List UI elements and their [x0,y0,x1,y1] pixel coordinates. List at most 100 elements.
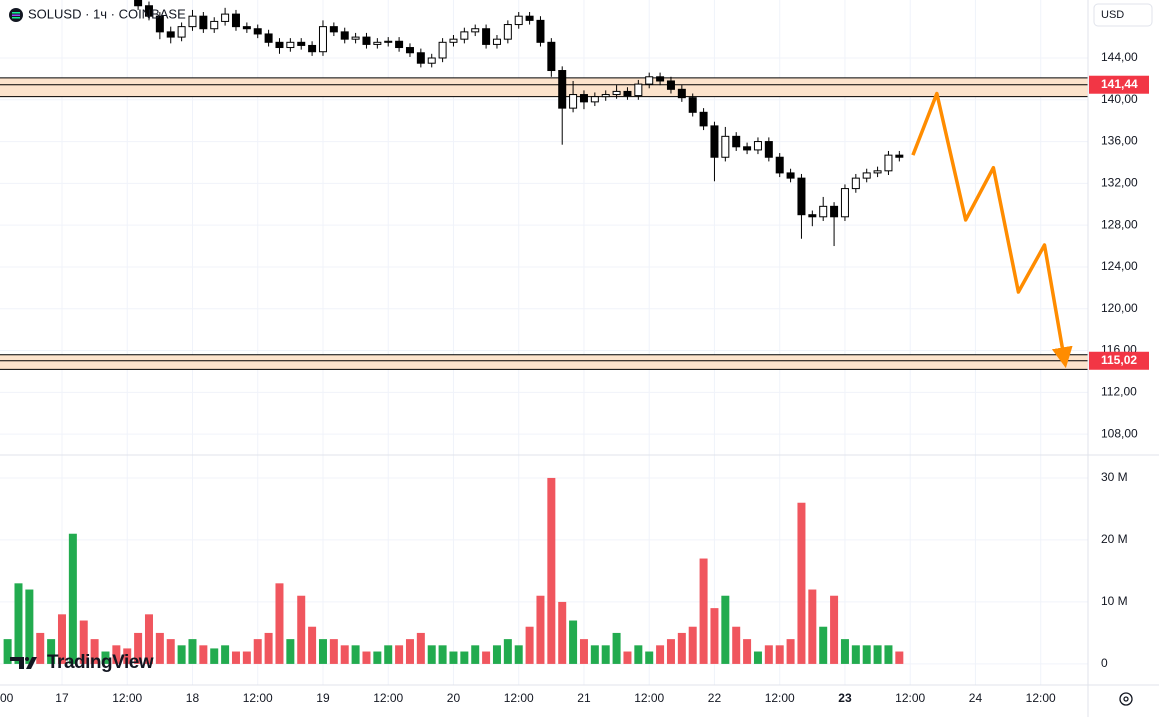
price-tick-label: 144,00 [1101,50,1138,64]
x-tick-label: 00 [0,691,14,705]
volume-bar [743,639,752,664]
volume-bar [503,639,512,664]
volume-bar [579,639,588,664]
zone [0,354,1088,370]
symbol-title: SOLUSD · 1ч · COINBASE [28,6,186,21]
candle-body [797,177,806,216]
gear-icon[interactable] [1119,692,1133,706]
candle-body [699,111,708,127]
volume-bar [275,583,284,664]
candle-body [286,41,295,49]
candle-body [395,40,404,49]
candle-body [786,172,795,179]
candle-body [873,170,882,174]
x-tick-label: 17 [55,691,69,705]
volume-bar [851,645,860,664]
candle-body [721,135,730,158]
price-tick-label: 108,00 [1101,426,1138,440]
brand-name[interactable]: TradingView [47,652,154,673]
candle-body [188,15,197,28]
currency-button[interactable]: USD [1093,3,1153,27]
volume-bar [830,595,839,664]
candle-body [177,26,186,38]
volume-bar [645,651,654,664]
settings-button[interactable] [1119,692,1133,706]
volume-bar [699,558,708,664]
volume-bar [808,589,817,664]
candle-body [199,15,208,30]
candle-body [231,13,240,28]
projection-arrow [911,91,1073,369]
candle-body [601,94,610,98]
volume-bar [177,645,186,664]
x-tick-label: 12:00 [634,691,664,705]
candle-body [438,41,447,59]
volume-bar [840,639,849,664]
zone [0,77,1088,97]
candle-body [405,47,414,54]
brand-logo[interactable]: TradingView [10,652,154,673]
candle-body [482,28,491,45]
candle-body [308,44,317,53]
volume-bar [797,502,806,664]
price-tick-label: 136,00 [1101,134,1138,148]
volume-bar [884,645,893,664]
candle-body [623,90,632,97]
candle-body [656,76,665,82]
brand-icon-dot[interactable] [25,657,29,661]
x-tick-label: 24 [969,691,983,705]
candle-body [449,38,458,43]
candle-body [819,205,828,218]
symbol-header: SOLUSD · 1ч · COINBASE [9,6,186,22]
volume-bar [416,632,425,664]
candle-body [558,70,567,109]
candle-body [764,141,773,158]
x-tick-label: 18 [186,691,200,705]
volume-bar [427,645,436,664]
candle-body [221,13,230,22]
candle-body [612,90,621,96]
x-tick-label: 21 [577,691,591,705]
volume-bar [525,626,534,664]
volume-bar [134,632,143,664]
candle-body [634,83,643,97]
volume-bar [297,595,306,664]
candle-body [743,146,752,151]
volume-bar [753,651,762,664]
x-tick-label: 12:00 [504,691,534,705]
candle-body [688,97,697,113]
volume-tick-label: 0 [1101,656,1108,670]
currency-box[interactable] [1093,3,1153,27]
x-tick-label: 23 [838,691,852,705]
candle-body [264,33,273,43]
volume-bar [188,639,197,664]
gear-icon-center[interactable] [1123,696,1129,702]
volume-bar [90,639,99,664]
volume-bar [242,651,251,664]
price-tick-label: 124,00 [1101,259,1138,273]
candle-body [851,177,860,190]
volume-bar [47,639,56,664]
volume-tick-label: 20 M [1101,532,1128,546]
price-tick-label: 112,00 [1101,384,1137,398]
volume-bar [340,645,349,664]
candle-body [351,36,360,40]
candle-body [710,125,719,158]
currency-label[interactable]: USD [1101,9,1124,21]
volume-bar [351,645,360,664]
candle-body [340,31,349,40]
candle-body [242,26,251,30]
brand-icon[interactable] [10,657,37,669]
x-tick-label: 20 [447,691,461,705]
price-tick-label: 140,00 [1101,92,1138,106]
candle-body [666,80,675,90]
volume-bar [862,645,871,664]
candle-body [840,188,849,218]
volume-bar [547,477,556,664]
symbol-icon-bar [12,14,20,16]
x-tick-label: 12:00 [373,691,403,705]
volume-bar [514,645,523,664]
volume-bar [36,632,45,664]
volume-bar [286,639,295,664]
candle-body [645,76,654,85]
